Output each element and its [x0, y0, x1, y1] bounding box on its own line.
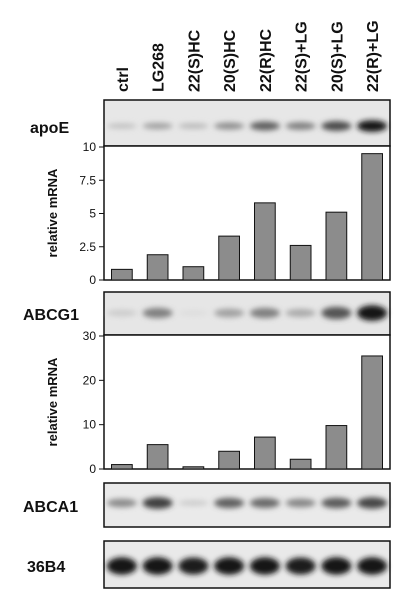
blot-band — [106, 557, 137, 575]
abcg1-bands — [106, 305, 388, 321]
bar — [218, 450, 240, 470]
blot-band — [106, 498, 137, 508]
blot-band — [249, 557, 280, 575]
blot-band — [285, 122, 316, 130]
blot-band — [178, 557, 209, 575]
blot-band — [357, 120, 388, 132]
bar — [111, 464, 133, 470]
bar — [146, 444, 169, 470]
abca1-blot-panel: ABCA1 — [23, 482, 391, 528]
blot-band — [142, 122, 173, 130]
lane-label: 22(R)+LG — [365, 20, 382, 92]
36b4-label: 36B4 — [27, 559, 65, 576]
blot-band — [249, 121, 280, 131]
blot-band — [178, 500, 209, 506]
lane-label: 22(S)+LG — [294, 21, 311, 92]
bar — [218, 235, 240, 281]
apoe-mrna-chart: 0 2.5 5 7.5 10 relative mRNA — [45, 140, 391, 287]
blot-band — [178, 310, 209, 316]
abcg1-mrna-chart: 0 10 20 30 relative mRNA — [45, 329, 391, 476]
blot-band — [357, 305, 388, 321]
blot-band — [285, 308, 316, 318]
y-tick-label: 10 — [83, 140, 97, 154]
y-tick-label: 20 — [83, 373, 97, 387]
y-tick-label: 5 — [89, 207, 96, 221]
bar — [182, 466, 205, 470]
blot-band — [142, 497, 173, 509]
bar — [254, 436, 276, 470]
blot-band — [321, 121, 352, 131]
blot-band — [285, 498, 316, 508]
bar — [325, 211, 348, 281]
blot-band — [214, 557, 245, 575]
lane-label: LG268 — [151, 43, 168, 92]
lane-label: 22(S)HC — [186, 29, 203, 92]
y-tick-label: 0 — [89, 462, 96, 476]
lane-label: 22(R)HC — [258, 28, 275, 92]
blot-band — [321, 497, 352, 509]
blot-band — [249, 307, 280, 319]
blot-band — [321, 306, 352, 320]
lane-label: 20(S)HC — [222, 29, 239, 92]
apoe-blot-panel: apoE — [30, 99, 391, 147]
apoe-label: apoE — [30, 120, 69, 137]
abcg1-chart-bars — [111, 355, 383, 470]
apoe-bands — [106, 120, 388, 132]
lane-label: ctrl — [115, 67, 132, 92]
abcg1-chart-ylabel: relative mRNA — [45, 357, 60, 446]
blot-band — [178, 123, 209, 129]
36b4-bands — [106, 557, 388, 575]
y-tick-label: 30 — [83, 329, 97, 343]
bar — [361, 355, 383, 470]
blot-band — [357, 497, 388, 509]
bar — [289, 458, 312, 470]
abcg1-blot-panel: ABCG1 — [23, 291, 391, 336]
blot-band — [142, 557, 173, 575]
bar — [111, 268, 133, 281]
bar — [146, 254, 169, 281]
lane-label: 20(S)+LG — [329, 21, 346, 92]
bar — [182, 266, 205, 281]
y-tick-label: 7.5 — [79, 173, 96, 187]
abca1-label: ABCA1 — [23, 499, 78, 516]
y-tick-label: 2.5 — [79, 240, 96, 254]
blot-band — [214, 122, 245, 130]
bar — [254, 202, 276, 281]
y-tick-label: 10 — [83, 418, 97, 432]
blot-band — [321, 557, 352, 575]
y-tick-label: 0 — [89, 273, 96, 287]
abcg1-label: ABCG1 — [23, 307, 79, 324]
abcg1-chart-ticks: 0 10 20 30 — [83, 329, 104, 476]
blot-band — [285, 557, 316, 575]
blot-band — [106, 123, 137, 129]
blot-band — [142, 307, 173, 319]
36b4-blot-panel: 36B4 — [27, 540, 391, 589]
apoe-chart-ticks: 0 2.5 5 7.5 10 — [79, 140, 104, 287]
blot-band — [214, 497, 245, 509]
lane-labels: ctrl LG268 22(S)HC 20(S)HC 22(R)HC 22(S)+LG 20… — [115, 20, 382, 92]
bar — [325, 425, 348, 470]
bar — [289, 244, 312, 281]
blot-band — [249, 498, 280, 508]
apoe-chart-ylabel: relative mRNA — [45, 168, 60, 257]
blot-band — [357, 557, 388, 575]
blot-band — [106, 309, 137, 317]
bar — [361, 153, 383, 281]
abca1-bands — [106, 497, 388, 509]
apoe-chart-bars — [111, 153, 383, 281]
blot-band — [214, 308, 245, 318]
